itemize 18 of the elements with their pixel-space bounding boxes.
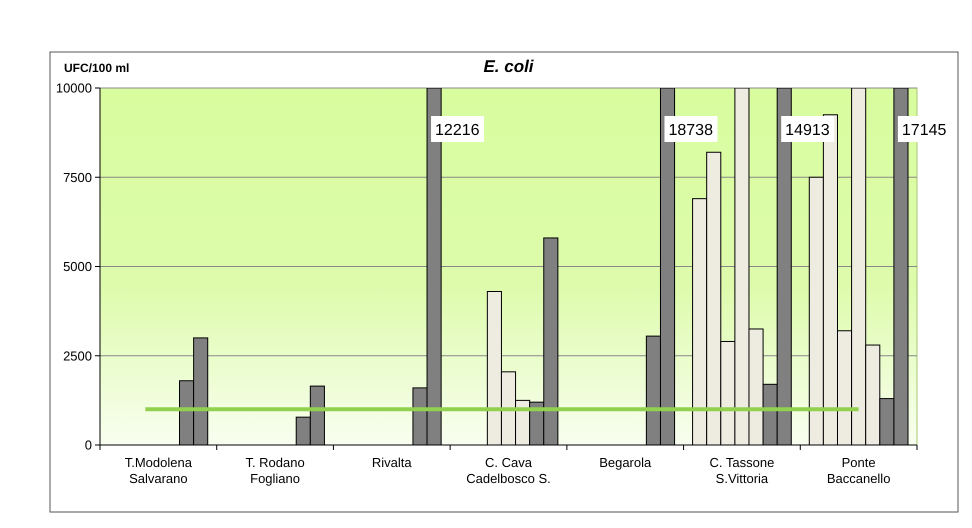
annotation: 14913 bbox=[785, 122, 830, 139]
x-tick-label: Begarola bbox=[599, 455, 652, 470]
x-tick-label: Ponte Baccanello bbox=[826, 455, 890, 486]
y-tick-label: 10000 bbox=[56, 80, 92, 96]
y-axis-title: UFC/100 ml bbox=[64, 61, 130, 75]
annotation: 18738 bbox=[668, 122, 714, 139]
x-tick-label: C. Cava Cadelbosco S. bbox=[466, 455, 551, 486]
y-tick-label: 5000 bbox=[63, 259, 92, 274]
annotation: 17145 bbox=[902, 122, 946, 139]
x-tick-label: T. Rodano Fogliano bbox=[245, 455, 305, 486]
chart-title: E. coli bbox=[483, 57, 535, 76]
y-tick-label: 7500 bbox=[63, 170, 92, 185]
x-tick-label: T.Modolena Salvarano bbox=[124, 455, 193, 486]
y-tick-label: 2500 bbox=[63, 348, 92, 364]
x-tick-label: C. Tassone S.Vittoria bbox=[710, 455, 774, 486]
y-tick-label: 0 bbox=[84, 438, 92, 452]
annotation: 12216 bbox=[435, 122, 480, 139]
x-tick-label: Rivalta bbox=[372, 455, 412, 470]
